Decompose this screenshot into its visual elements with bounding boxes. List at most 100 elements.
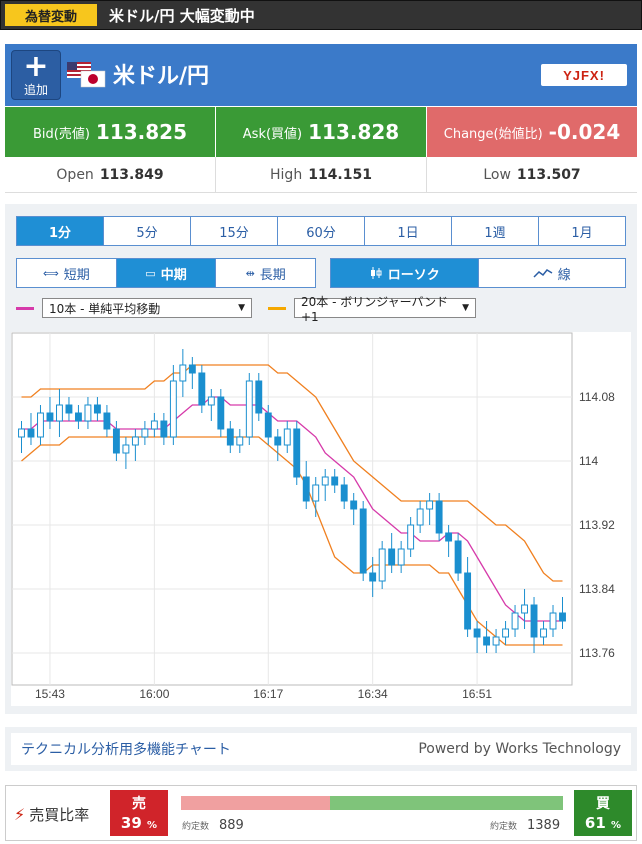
candle-body [84, 404, 92, 422]
buy-ratio-box: 買 61 % [574, 790, 632, 836]
bollinger-select[interactable]: 20本 - ボリンジャーバンド+1 ▼ [294, 295, 476, 324]
candle-body [350, 500, 358, 510]
y-tick-label: 113.76 [579, 646, 615, 660]
sell-percent: 39 % [120, 814, 158, 832]
candle-body [359, 508, 367, 574]
range-short-button[interactable]: ⟺ 短期 [17, 259, 117, 287]
tab-60min[interactable]: 60分 [278, 217, 365, 245]
candle-body [492, 636, 500, 646]
ratio-label: ⚡ 売買比率 [14, 804, 89, 825]
candle-body [435, 500, 443, 534]
candle-body [473, 628, 481, 638]
sma-select[interactable]: 10本 - 単純平均移動 ▼ [42, 298, 252, 318]
candle-style-label: ローソク [387, 267, 440, 283]
candle-body [160, 420, 168, 438]
candle-body [540, 628, 547, 638]
powered-by-text: Powerd by Works Technology [418, 741, 621, 757]
low-label: Low [483, 166, 511, 183]
volatility-alert-bar[interactable]: 為替変動 米ドル/円 大幅変動中 [0, 0, 642, 30]
buy-title: 買 [596, 796, 610, 812]
candle-body [103, 412, 111, 430]
change-label: Change(始値比) [443, 126, 543, 142]
open-cell: Open 113.849 [5, 157, 216, 192]
high-cell: High 114.151 [216, 157, 427, 192]
candle-body [141, 428, 149, 438]
candle-body [56, 404, 63, 422]
buy-percent: 61 % [584, 814, 622, 832]
x-tick-label: 16:51 [462, 687, 492, 701]
candle-body [122, 444, 130, 454]
sma-select-value: 10本 - 単純平均移動 [49, 301, 161, 316]
plus-icon: + [23, 49, 49, 84]
quote-row: Bid(売値) 113.825 Ask(買値) 113.828 Change(始… [5, 107, 637, 157]
tab-1month[interactable]: 1月 [571, 225, 593, 241]
ratio-bar [181, 796, 563, 810]
candle-body [426, 500, 434, 510]
ohl-row: Open 113.849 High 114.151 Low 113.507 [5, 157, 637, 193]
bid-label: Bid(売値) [32, 126, 90, 142]
candle-body [74, 412, 82, 422]
ask-value: 113.828 [308, 120, 400, 144]
buy-count: 約定数 1389 [490, 818, 561, 833]
tab-5min[interactable]: 5分 [104, 217, 191, 245]
open-value: 113.849 [99, 166, 164, 183]
candle-body [188, 364, 196, 374]
candle-body [179, 364, 187, 382]
narrow-arrows-icon: ⟺ [42, 266, 59, 280]
ask-label: Ask(買値) [242, 126, 303, 142]
candle-body [312, 484, 320, 502]
tab-1week[interactable]: 1週 [452, 217, 539, 245]
range-mid-button[interactable]: ▭ 中期 [116, 259, 217, 287]
candle-body [388, 548, 396, 566]
chart-panel: 1分 5分 15分 60分 1日 1週 1月 ⟺ 短期 ▭ 中期 ⇹ 長期 [5, 204, 637, 714]
candle-body [217, 396, 225, 430]
candlestick-chart[interactable]: 114.08 114 113.92 113.84 113.76 15:43 16:00 16:… [11, 332, 631, 706]
add-label: 追加 [23, 83, 48, 97]
x-tick-label: 15:43 [35, 687, 65, 701]
candle-body [46, 412, 54, 422]
candle-body [454, 540, 462, 574]
dropdown-arrow-icon: ▼ [462, 303, 469, 313]
add-pair-button[interactable]: + 追加 [11, 50, 61, 100]
line-style-button[interactable]: 線 [479, 259, 626, 287]
candle-body [502, 628, 510, 638]
candle-body [274, 436, 282, 446]
candle-body [65, 404, 73, 414]
sell-bar-fill [181, 796, 330, 810]
alert-badge: 為替変動 [5, 4, 97, 26]
sell-title: 売 [132, 796, 146, 812]
candle-body [18, 428, 25, 438]
candle-body [302, 476, 310, 502]
bollinger-lower-line [21, 436, 563, 646]
candle-body [226, 428, 234, 446]
candle-style-button[interactable]: ローソク [331, 259, 479, 287]
tab-15min[interactable]: 15分 [191, 217, 278, 245]
ask-cell: Ask(買値) 113.828 [216, 107, 427, 157]
pair-title: 米ドル/円 [113, 64, 210, 89]
low-cell: Low 113.507 [427, 157, 637, 192]
x-tick-label: 16:17 [253, 687, 283, 701]
chart-feature-text[interactable]: テクニカル分析用多機能チャート [21, 742, 231, 758]
chart-style-toggle: ローソク 線 [330, 258, 626, 288]
y-tick-label: 114.08 [579, 390, 615, 404]
tab-1min[interactable]: 1分 [17, 217, 104, 245]
range-toggle: ⟺ 短期 ▭ 中期 ⇹ 長期 [16, 258, 316, 288]
candle-body [445, 532, 453, 542]
candle-body [378, 548, 386, 582]
bollinger-select-value: 20本 - ボリンジャーバンド+1 [301, 294, 449, 324]
candle-body [464, 572, 472, 630]
sma-swatch [16, 306, 34, 310]
x-tick-label: 16:00 [139, 687, 169, 701]
change-value: -0.024 [548, 120, 621, 144]
candle-body [521, 604, 528, 614]
price-chart[interactable]: 114.08 114 113.92 113.84 113.76 15:43 16:00 16:… [11, 332, 631, 706]
range-long-button[interactable]: ⇹ 長期 [216, 259, 315, 287]
tab-1day[interactable]: 1日 [365, 217, 452, 245]
candle-body [483, 636, 491, 646]
candle-body [112, 428, 120, 454]
candle-body [407, 524, 415, 550]
candle-body [369, 572, 377, 582]
y-tick-label: 113.84 [579, 582, 615, 596]
candle-body [131, 436, 139, 446]
line-style-label: 線 [557, 267, 571, 283]
